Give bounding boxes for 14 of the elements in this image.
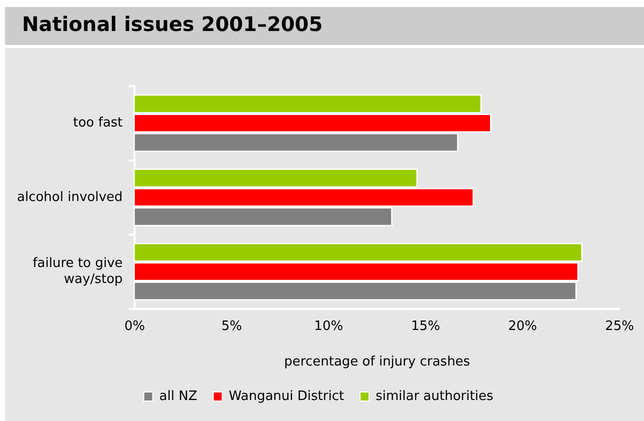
- x-tick-label: 10%: [314, 318, 344, 334]
- y-tick-label: too fast: [73, 116, 123, 131]
- y-tick-label: alcohol involved: [17, 190, 123, 205]
- legend-label: Wanganui District: [228, 388, 344, 404]
- x-tick-label: 5%: [221, 318, 242, 334]
- y-tick-label: failure to give way/stop: [32, 256, 123, 287]
- legend-label: similar authorities: [376, 388, 494, 404]
- chart-title: National issues 2001–2005: [22, 12, 323, 36]
- legend-label: all NZ: [159, 388, 198, 404]
- x-axis-title: percentage of injury crashes: [284, 354, 470, 370]
- x-tick-label: 25%: [605, 318, 634, 334]
- x-tick-label: 20%: [508, 318, 538, 334]
- x-tick-label: 0%: [124, 318, 145, 334]
- x-tick-label: 15%: [411, 318, 440, 334]
